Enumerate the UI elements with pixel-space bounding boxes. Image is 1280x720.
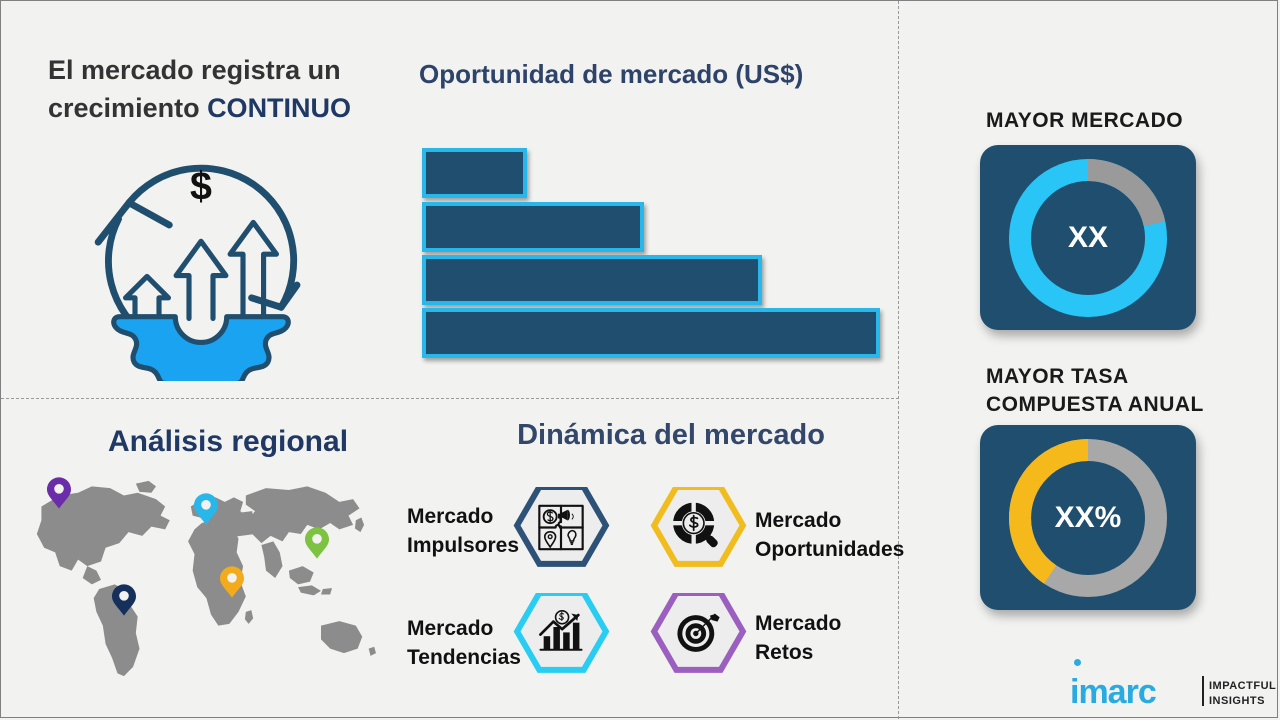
svg-text:$: $ <box>190 164 212 208</box>
